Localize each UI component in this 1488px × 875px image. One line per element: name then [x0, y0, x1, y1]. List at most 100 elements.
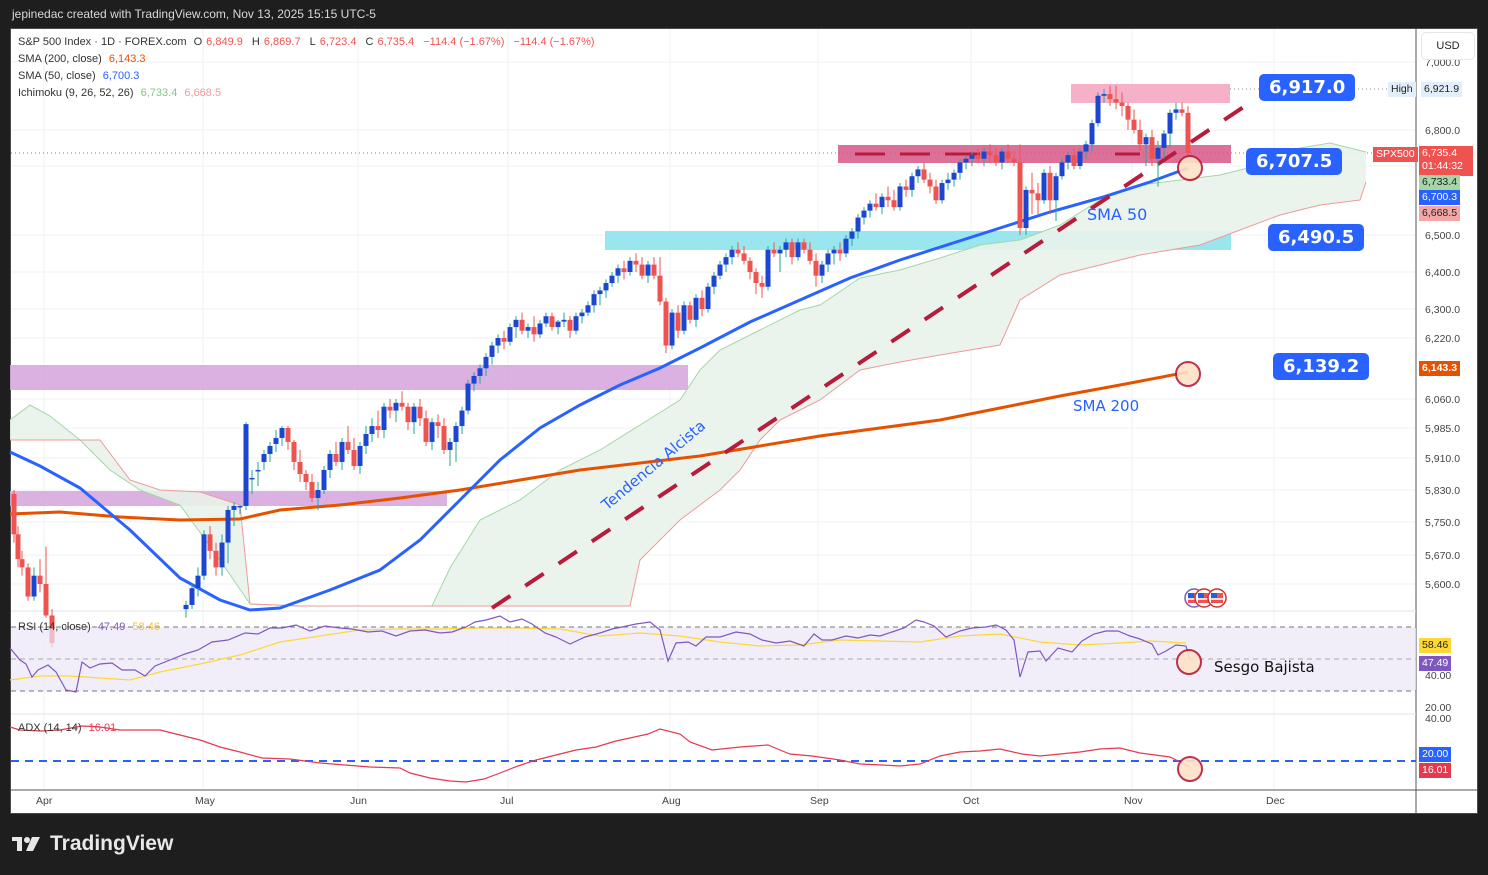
candle-body	[945, 179, 951, 184]
candle-body	[1101, 94, 1107, 96]
candle-body	[741, 253, 747, 261]
zone-resistance-mid	[838, 145, 1231, 163]
brand-name: TradingView	[50, 832, 174, 855]
sma200-annotation[interactable]: SMA 200	[1073, 397, 1140, 415]
candle-body	[699, 297, 705, 309]
candle-body	[31, 575, 37, 597]
candle-body	[651, 264, 657, 276]
currency-button[interactable]: USD	[1421, 32, 1475, 60]
adx-value: 16.01	[88, 722, 117, 734]
legend-sma200[interactable]: SMA (200, close) 6,143.3	[18, 53, 150, 65]
candle-body	[483, 356, 489, 369]
candle-body	[237, 505, 243, 508]
callout-6707[interactable]: 6,707.5	[1246, 148, 1343, 175]
time-tick-label: May	[195, 795, 216, 807]
candle-body	[519, 319, 525, 331]
candle-body	[279, 428, 285, 438]
time-tick-label: Sep	[810, 795, 829, 807]
callout-6917[interactable]: 6,917.0	[1259, 74, 1356, 101]
candle-body	[819, 264, 825, 276]
candle-body	[1035, 193, 1041, 201]
us-flag-event-icon	[1198, 593, 1204, 598]
candle-body	[309, 481, 315, 498]
candle-body	[219, 542, 225, 568]
candle-body	[1089, 123, 1095, 145]
candle-body	[1047, 172, 1053, 201]
candle-body	[1029, 189, 1035, 194]
candle-body	[273, 437, 279, 444]
candle-body	[987, 151, 993, 156]
symbol-tag: SPX500	[1373, 147, 1418, 162]
tradingview-logo[interactable]: TradingView	[12, 832, 173, 856]
zone-resistance-high	[1071, 84, 1230, 103]
us-flag-event-icon	[1188, 593, 1194, 598]
ichimoku-value-b: 6,668.5	[184, 87, 222, 99]
bar-countdown: 01:44:32	[1422, 160, 1463, 172]
candle-body	[297, 461, 303, 474]
price-tick-label: 6,800.0	[1425, 125, 1460, 137]
candle-body	[705, 286, 711, 309]
chart-credit: jepinedac created with TradingView.com, …	[0, 0, 1488, 28]
price-tick-label: 5,910.0	[1425, 453, 1460, 465]
candle-body	[615, 268, 621, 276]
candle-body	[15, 534, 21, 560]
candle-body	[1161, 133, 1167, 148]
candle-body	[261, 453, 267, 462]
ichimoku-cloud	[10, 143, 1366, 606]
candle-body	[993, 155, 999, 163]
candle-body	[927, 179, 933, 187]
legend-adx[interactable]: ADX (14, 14) 16.01	[18, 722, 120, 734]
bias-annotation[interactable]: Sesgo Bajista	[1214, 658, 1315, 676]
candle-body	[207, 534, 213, 551]
sma50-label: SMA (50, close)	[18, 70, 96, 82]
candle-body	[1173, 109, 1179, 113]
adx-line	[9, 725, 1191, 783]
candle-body	[921, 169, 927, 180]
candle-body	[1017, 162, 1023, 229]
legend-symbol-row: S&P 500 Index · 1D · FOREX.com O 6,849.9 …	[18, 36, 595, 48]
high-value: 6,869.7	[263, 36, 301, 48]
sma50-tag: 6,700.3	[1419, 190, 1461, 205]
sma50-annotation[interactable]: SMA 50	[1087, 205, 1148, 224]
candle-body	[951, 172, 957, 180]
candle-body	[513, 319, 519, 328]
candle-body	[381, 406, 387, 430]
legend-sma50[interactable]: SMA (50, close) 6,700.3	[18, 70, 143, 82]
candle-body	[441, 426, 447, 450]
candle-body	[267, 445, 273, 454]
indicator-tick-label: 40.00	[1425, 670, 1451, 682]
highlight-circle-icon	[1176, 649, 1202, 675]
price-tick-label: 7,000.0	[1425, 57, 1460, 69]
zone-zone-purple-lower	[10, 491, 447, 506]
adx-threshold-tag: 20.00	[1419, 747, 1452, 762]
indicator-tick-label: 40.00	[1425, 713, 1451, 725]
candle-body	[369, 426, 375, 434]
candle-body	[315, 490, 321, 498]
candle-body	[321, 469, 327, 490]
candle-body	[357, 445, 363, 466]
rsi-line	[9, 615, 1191, 693]
candle-body	[37, 575, 43, 584]
candle-body	[765, 249, 771, 287]
candle-body	[459, 410, 465, 427]
legend-rsi[interactable]: RSI (14, close) 47.49 58.46	[18, 621, 164, 633]
time-tick-label: Aug	[662, 795, 681, 807]
candle-body	[501, 338, 507, 342]
callout-6490[interactable]: 6,490.5	[1268, 224, 1365, 251]
price-tick-label: 6,220.0	[1425, 333, 1460, 345]
candle-body	[291, 441, 297, 462]
time-tick-label: Oct	[963, 795, 979, 807]
change-value: −114.4 (−1.67%)	[423, 36, 505, 48]
candle-body	[525, 327, 531, 331]
candle-body	[1185, 112, 1191, 154]
callout-6139[interactable]: 6,139.2	[1273, 353, 1370, 380]
candle-body	[1053, 176, 1059, 201]
candle-body	[567, 319, 573, 331]
candle-body	[531, 327, 537, 335]
price-tick-label: 5,750.0	[1425, 517, 1460, 529]
legend-ichimoku[interactable]: Ichimoku (9, 26, 52, 26) 6,733.4 6,668.5	[18, 87, 225, 99]
rsi-label: RSI (14, close)	[18, 621, 91, 633]
candle-body	[837, 249, 843, 254]
candle-body	[801, 242, 807, 250]
